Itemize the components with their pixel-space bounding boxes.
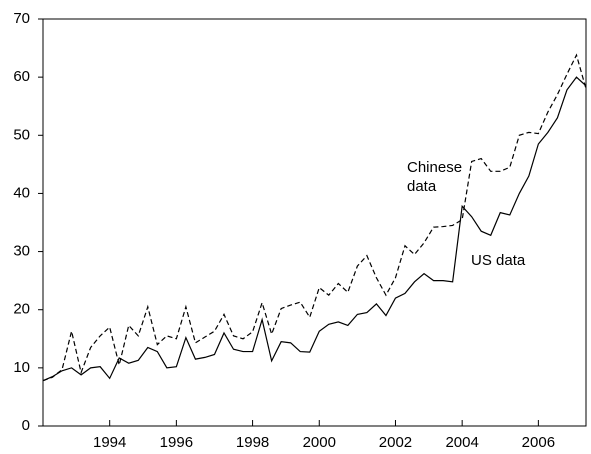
x-tick-label: 1996	[160, 434, 193, 451]
x-tick-label: 1994	[93, 434, 126, 451]
plot-frame	[42, 18, 587, 427]
x-tick-label: 2002	[379, 434, 412, 451]
y-tick-label: 40	[13, 184, 30, 201]
y-tick-label: 20	[13, 301, 30, 318]
y-tick-label: 60	[13, 68, 30, 85]
x-tick-label: 2004	[445, 434, 478, 451]
y-tick-label: 0	[22, 417, 30, 434]
series-label: US data	[471, 252, 526, 269]
y-tick-label: 30	[13, 243, 30, 260]
series-label: Chinese data	[407, 159, 463, 195]
y-tick-label: 10	[13, 359, 30, 376]
x-tick-label: 2000	[303, 434, 336, 451]
x-tick-label: 1998	[236, 434, 269, 451]
y-tick-label: 70	[13, 10, 30, 27]
y-tick-label: 50	[13, 126, 30, 143]
x-tick-label: 2006	[522, 434, 555, 451]
series-line	[42, 76, 587, 382]
series-line	[42, 53, 587, 382]
